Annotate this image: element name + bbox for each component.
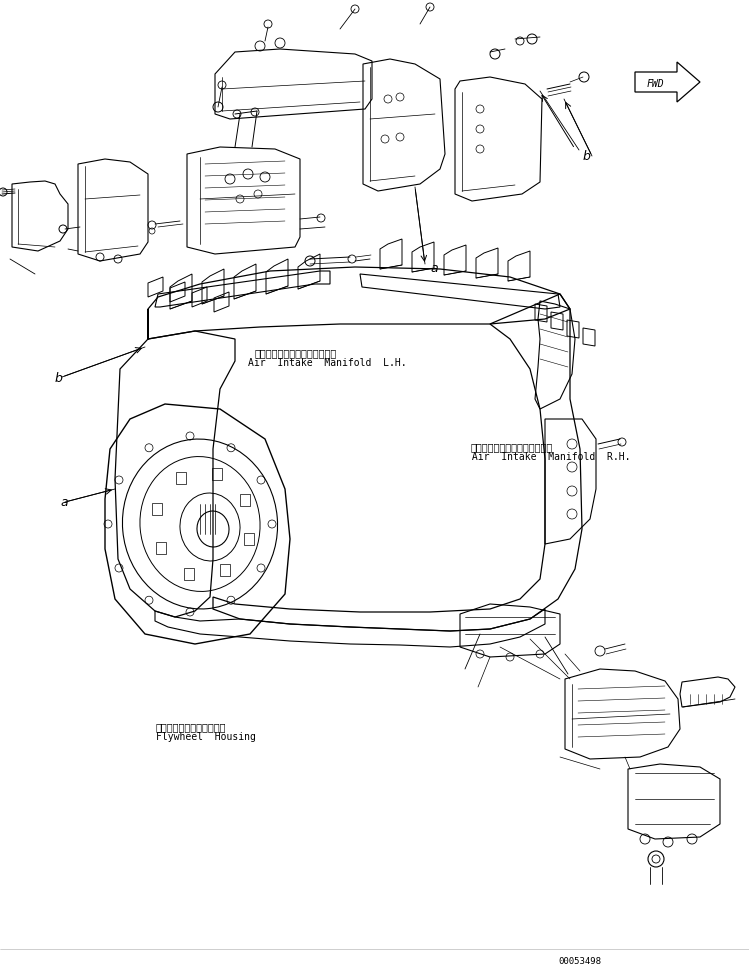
Text: a: a <box>60 496 67 509</box>
Text: b: b <box>583 150 591 163</box>
Text: Air  Intake  Manifold  R.H.: Air Intake Manifold R.H. <box>466 451 631 461</box>
Text: FWD: FWD <box>646 79 664 89</box>
Text: 00053498: 00053498 <box>558 956 601 965</box>
Text: エアーインテークマニホール左: エアーインテークマニホール左 <box>255 348 337 358</box>
Text: エアーインテークマニホール右: エアーインテークマニホール右 <box>471 442 554 451</box>
Text: b: b <box>55 371 63 384</box>
Text: Air  Intake  Manifold  L.H.: Air Intake Manifold L.H. <box>248 358 407 367</box>
Text: Flywheel  Housing: Flywheel Housing <box>156 731 256 742</box>
Text: フライホイールハウジング: フライホイールハウジング <box>156 721 226 731</box>
Text: a: a <box>430 261 437 275</box>
